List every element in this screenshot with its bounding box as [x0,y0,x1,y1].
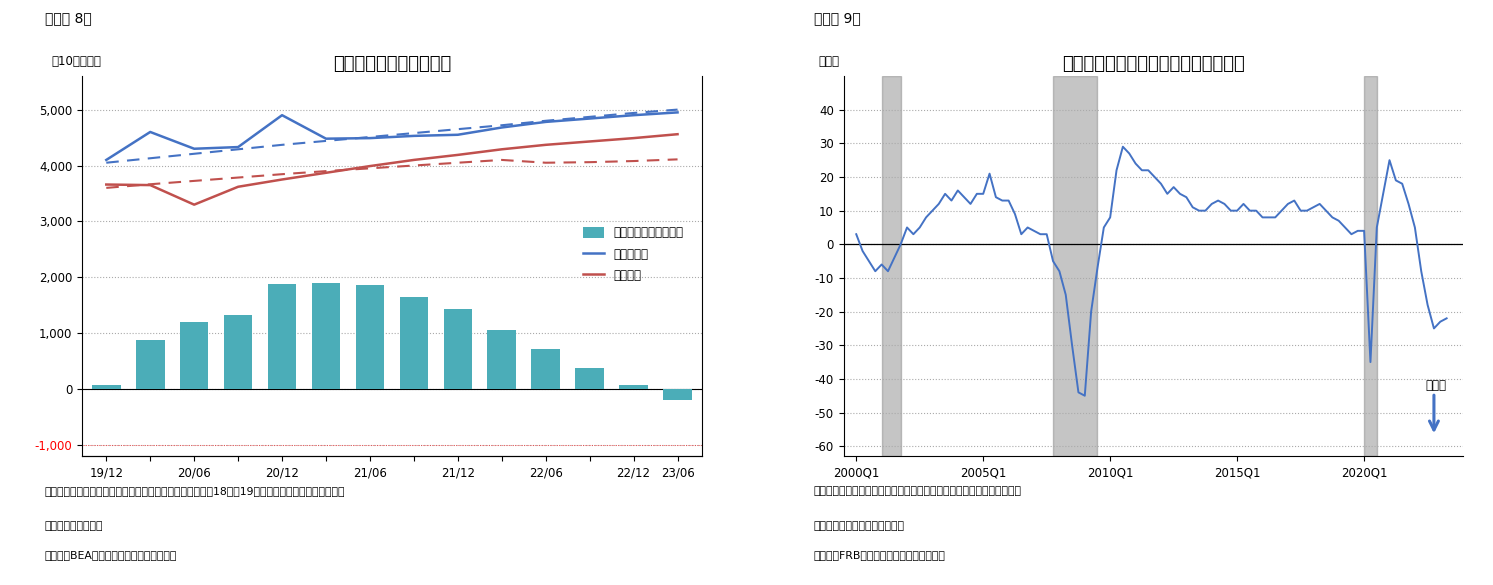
Text: （資料）FRBよりニッセイ基礎研究所作成: （資料）FRBよりニッセイ基礎研究所作成 [814,550,945,560]
Text: （％）: （％） [818,56,839,68]
Bar [93,386,121,389]
Text: （図表 9）: （図表 9） [814,12,860,26]
Text: 網掛け部分は景気後退期: 網掛け部分は景気後退期 [814,521,905,531]
Bar [663,389,691,400]
Bar [1053,76,1097,456]
Bar [179,322,209,389]
Title: 家計の累積過剰貯蓄試算: 家計の累積過剰貯蓄試算 [333,55,451,73]
Legend: 累積過剰貯蓄（右軸）, 可処分所得, 個人消費: 累積過剰貯蓄（右軸）, 可処分所得, 個人消費 [582,226,684,282]
Bar [575,368,605,389]
Text: （注）累積余剰貯蓄は名目可処分所得および名目個人消費18年～19年のトレンドと実績との差異を: （注）累積余剰貯蓄は名目可処分所得および名目個人消費18年～19年のトレンドと実… [45,486,345,495]
Text: （図表 8）: （図表 8） [45,12,91,26]
Bar [488,330,517,389]
Bar [532,349,560,389]
Bar [882,76,900,456]
Title: 銀行の消費者ローンに対する貸出態度: 銀行の消費者ローンに対する貸出態度 [1062,55,1245,73]
Bar [312,283,340,389]
Bar [443,309,472,389]
Text: （注）消費者ローンに積極的との回答から消極的との回答を引いた割合: （注）消費者ローンに積極的との回答から消極的との回答を引いた割合 [814,486,1021,495]
Text: 消極的: 消極的 [1424,379,1447,392]
Text: 累計した金額: 累計した金額 [45,521,103,531]
Bar [1365,76,1377,456]
Bar [267,284,296,389]
Bar [224,315,252,389]
Bar [620,385,648,389]
Text: （資料）BEAよりニッセイ基礎研究所作成: （資料）BEAよりニッセイ基礎研究所作成 [45,550,178,560]
Text: （10億ドル）: （10億ドル） [51,56,102,68]
Bar [355,285,384,389]
Bar [400,297,428,389]
Bar [136,340,164,389]
